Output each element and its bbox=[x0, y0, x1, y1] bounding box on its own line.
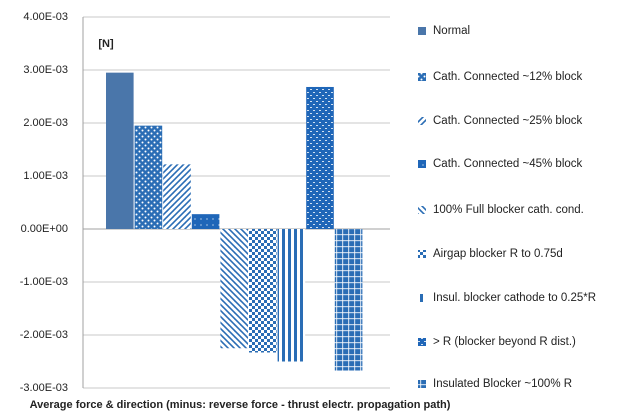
y-tick-label: 2.00E-03 bbox=[23, 117, 68, 129]
legend-label: > R (blocker beyond R dist.) bbox=[433, 336, 576, 348]
legend-swatch bbox=[418, 380, 426, 388]
legend-swatch bbox=[418, 27, 426, 35]
legend-swatch bbox=[418, 206, 426, 214]
legend-swatch bbox=[418, 117, 426, 125]
legend-swatch bbox=[418, 160, 426, 168]
legend-swatch bbox=[418, 294, 426, 302]
bar bbox=[106, 72, 134, 230]
legend-label: Cath. Connected ~45% block bbox=[433, 158, 583, 170]
bar bbox=[249, 229, 277, 353]
y-tick-label: 4.00E-03 bbox=[23, 11, 68, 23]
legend-swatch bbox=[418, 73, 426, 81]
legend-label: Cath. Connected ~12% block bbox=[433, 71, 583, 83]
legend-label: Insul. blocker cathode to 0.25*R bbox=[433, 292, 596, 304]
y-tick-label: -1.00E-03 bbox=[20, 276, 68, 288]
bar bbox=[277, 229, 306, 362]
bar bbox=[163, 164, 191, 229]
bar bbox=[134, 125, 163, 229]
bar bbox=[334, 229, 363, 371]
y-tick-label: -3.00E-03 bbox=[20, 382, 68, 394]
y-axis-title: [N] bbox=[98, 38, 114, 50]
legend-label: Cath. Connected ~25% block bbox=[433, 115, 583, 127]
bar bbox=[306, 86, 334, 230]
legend-label: 100% Full blocker cath. cond. bbox=[433, 204, 584, 216]
legend-label: Normal bbox=[433, 25, 470, 37]
y-tick-label: 1.00E-03 bbox=[23, 170, 68, 182]
legend-label: Insulated Blocker ~100% R bbox=[433, 378, 572, 390]
y-tick-label: -2.00E-03 bbox=[20, 329, 68, 341]
bar bbox=[191, 214, 220, 229]
legend-swatch bbox=[418, 250, 426, 258]
legend-swatch bbox=[418, 338, 426, 346]
bar bbox=[220, 229, 248, 349]
x-axis-title: Average force & direction (minus: revers… bbox=[30, 399, 451, 411]
legend-label: Airgap blocker R to 0.75d bbox=[433, 248, 563, 260]
y-tick-label: 0.00E+00 bbox=[21, 223, 68, 235]
y-tick-label: 3.00E-03 bbox=[23, 64, 68, 76]
